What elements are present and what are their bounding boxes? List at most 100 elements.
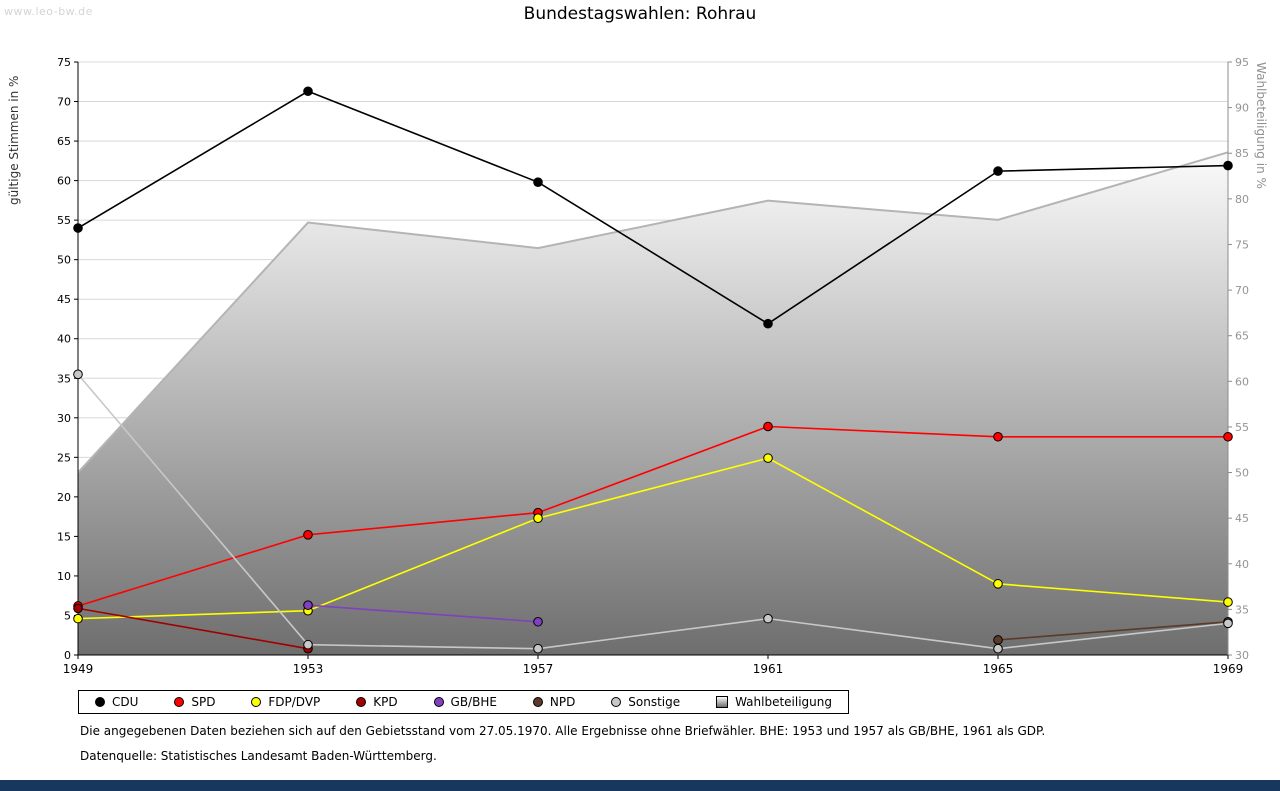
right-axis-tick-label: 95 (1235, 56, 1249, 69)
data-point-kpd-1949 (73, 603, 83, 614)
turnout-area-outline (77, 151, 1229, 474)
series-line-kpd (77, 607, 309, 650)
legend-item-wahlbeteiligung: Wahlbeteiligung (716, 695, 832, 709)
left-axis-tick-label: 0 (64, 649, 71, 662)
data-point-fdp-dvp-1961 (763, 453, 773, 463)
x-axis-tick-label: 1957 (523, 662, 554, 676)
left-axis-tick-label: 5 (64, 609, 71, 622)
left-axis-title: gültige Stimmen in % (7, 76, 21, 205)
data-point-gb-bhe-1957 (533, 616, 543, 627)
watermark: www.leo-bw.de (4, 5, 93, 18)
data-point-fdp-dvp-1957 (533, 513, 543, 524)
spd-legend-marker-icon (174, 697, 185, 707)
data-point-gb-bhe-1953 (303, 600, 313, 610)
left-axis-tick-label: 15 (57, 530, 71, 543)
left-axis-tick-label: 10 (57, 570, 71, 583)
legend-item-fdp-dvp: FDP/DVP (251, 695, 320, 709)
series-layer (73, 86, 1233, 654)
x-axis-tick-label: 1969 (1213, 662, 1244, 676)
data-point-sonstige-1965 (993, 643, 1003, 654)
right-axis-tick-label: 50 (1235, 467, 1249, 480)
data-point-spd-1969 (1223, 431, 1233, 442)
left-axis-tick-label: 40 (57, 333, 71, 346)
x-axis-tick-label: 1961 (753, 662, 784, 676)
footnote-gebietsstand: Die angegebenen Daten beziehen sich auf … (80, 724, 1046, 738)
right-axis-title: Wahlbeteiligung in % (1254, 62, 1268, 189)
data-point-sonstige-1957 (533, 643, 543, 654)
page-title: Bundestagswahlen: Rohrau (523, 4, 757, 24)
series-line-fdp-dvp (77, 457, 1229, 620)
right-axis-tick-label: 90 (1235, 102, 1249, 115)
legend-label: Wahlbeteiligung (735, 695, 832, 709)
series-line-sonstige (77, 373, 1229, 650)
fdp-dvp-legend-marker-icon (251, 697, 262, 707)
turnout-area (78, 152, 1228, 655)
left-axis-tick-label: 55 (57, 214, 71, 227)
right-axis-tick-label: 55 (1235, 421, 1249, 434)
right-axis-tick-label: 75 (1235, 238, 1249, 251)
data-point-spd-1965 (993, 431, 1003, 442)
wahlbeteiligung-legend-marker-icon (716, 696, 729, 708)
series-line-gb-bhe (307, 604, 539, 623)
data-point-fdp-dvp-1949 (73, 613, 83, 624)
legend-item-npd: NPD (532, 695, 576, 709)
bottom-bar (0, 780, 1280, 791)
data-point-npd-1965 (993, 635, 1003, 645)
left-axis-tick-label: 30 (57, 412, 71, 425)
legend-label: Sonstige (628, 695, 681, 709)
legend-item-gb-bhe: GB/BHE (433, 695, 497, 709)
npd-legend-marker-icon (532, 697, 543, 707)
left-axis-tick-label: 60 (57, 175, 71, 188)
cdu-legend-marker-icon (95, 697, 105, 707)
left-axis-tick-label: 45 (57, 293, 71, 306)
left-axis-tick-label: 65 (57, 135, 71, 148)
right-axis-tick-label: 85 (1235, 147, 1249, 160)
ticks-layer: 0 5 10 15 20 25 30 35 40 45 50 55 60 65 70 75 30 35 40 45 50… (57, 56, 1249, 676)
data-point-cdu-1949 (73, 223, 83, 233)
series-line-spd (77, 425, 1228, 607)
left-axis-tick-label: 75 (57, 56, 71, 69)
legend-label: FDP/DVP (268, 695, 321, 709)
data-point-sonstige-1953 (303, 639, 313, 650)
right-axis-tick-label: 35 (1235, 603, 1249, 616)
kpd-legend-marker-icon (356, 697, 367, 707)
right-axis-tick-label: 70 (1235, 284, 1249, 297)
legend-item-kpd: KPD (356, 695, 398, 709)
data-point-cdu-1953 (303, 86, 313, 97)
legend-label: CDU (112, 695, 139, 709)
data-point-fdp-dvp-1965 (993, 579, 1003, 589)
x-axis-tick-label: 1965 (983, 662, 1014, 676)
data-point-fdp-dvp-1969 (1223, 597, 1233, 607)
sonstige-legend-marker-icon (611, 697, 622, 707)
data-point-spd-1953 (303, 530, 313, 540)
legend-label: KPD (373, 695, 398, 709)
x-axis-tick-label: 1949 (63, 662, 94, 676)
legend-item-sonstige: Sonstige (611, 695, 680, 709)
turnout-area-layer (77, 151, 1229, 655)
right-axis-tick-label: 60 (1235, 375, 1249, 388)
data-point-sonstige-1969 (1223, 618, 1233, 629)
left-axis-tick-label: 20 (57, 491, 71, 504)
left-axis-tick-label: 70 (57, 96, 71, 109)
legend-item-spd: SPD (174, 695, 215, 709)
right-axis-tick-label: 65 (1235, 330, 1249, 343)
right-axis-tick-label: 45 (1235, 512, 1249, 525)
left-axis-tick-label: 35 (57, 372, 71, 385)
data-point-sonstige-1961 (763, 613, 773, 624)
election-chart: 0 5 10 15 20 25 30 35 40 45 50 55 60 65 70 75 30 35 40 45 50… (7, 56, 1268, 676)
x-axis-tick-label: 1953 (293, 662, 324, 676)
data-point-spd-1961 (763, 421, 773, 432)
left-axis-tick-label: 25 (57, 451, 71, 464)
legend-label: NPD (549, 695, 576, 709)
right-axis-tick-label: 80 (1235, 193, 1249, 206)
series-line-npd (997, 620, 1229, 641)
data-point-sonstige-1949 (73, 369, 83, 380)
left-axis-tick-label: 50 (57, 254, 71, 267)
gb-bhe-legend-marker-icon (433, 697, 444, 707)
right-axis-tick-label: 40 (1235, 558, 1249, 571)
series-line-cdu (77, 90, 1229, 325)
right-axis-tick-label: 30 (1235, 649, 1249, 662)
legend-label: GB/BHE (450, 695, 497, 709)
chart-legend: CDU SPD FDP/DVP KPD GB/BHE NPD Sonstige Wahlbet… (78, 690, 849, 714)
footnote-datenquelle: Datenquelle: Statistisches Landesamt Bad… (80, 749, 437, 763)
